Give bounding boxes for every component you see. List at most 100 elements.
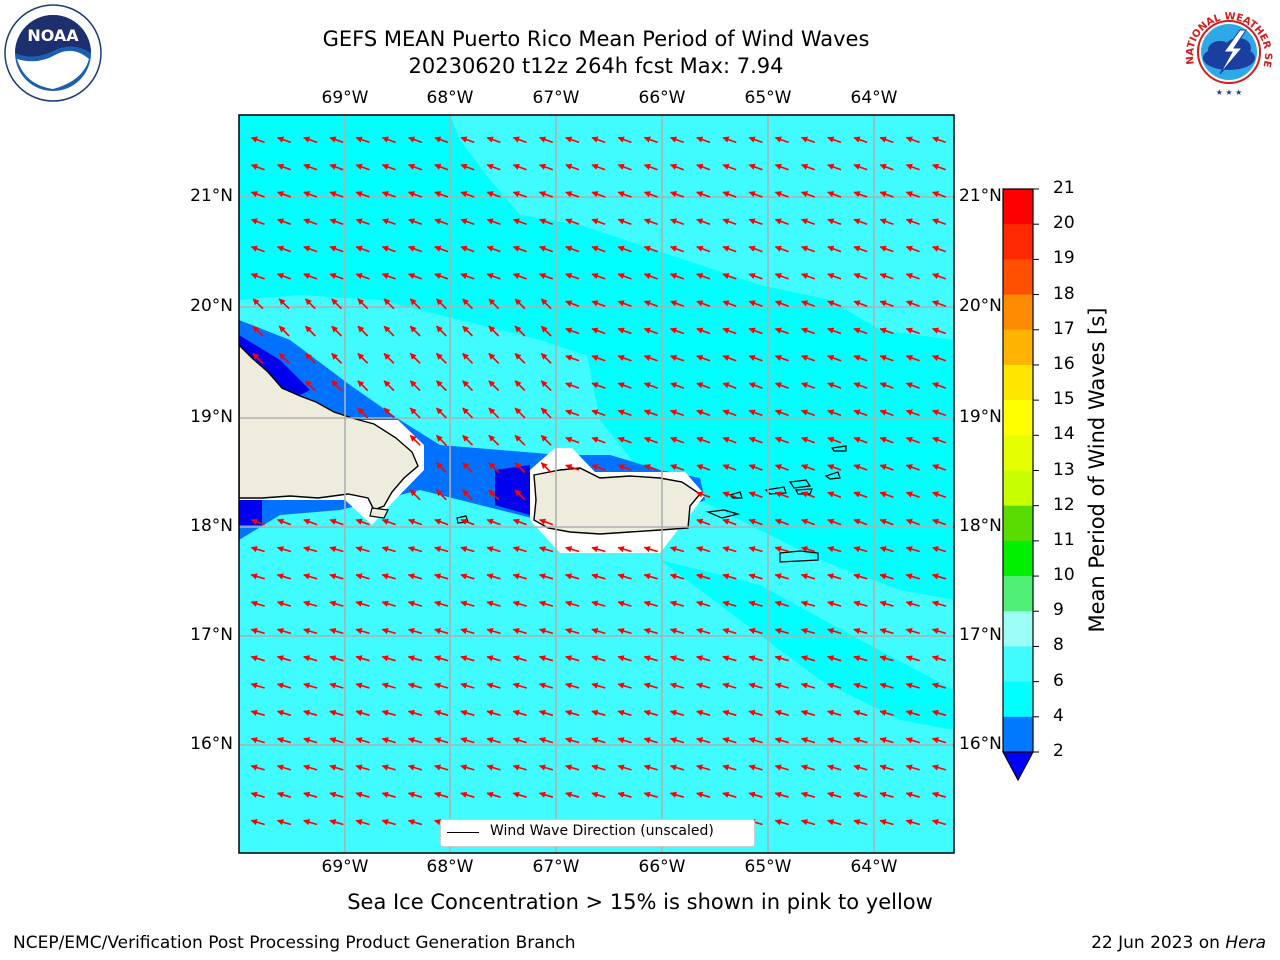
wind-arrow-380 <box>538 546 554 553</box>
wind-arrow-29 <box>303 163 318 171</box>
wind-arrow-529 <box>905 682 920 689</box>
wind-arrow-68 <box>617 191 632 198</box>
wind-arrow-57 <box>329 191 344 198</box>
wind-arrow-192 <box>331 325 343 337</box>
wind-arrow-482 <box>381 655 396 662</box>
wind-arrow-248 <box>435 380 447 392</box>
wind-arrow-442 <box>748 600 763 607</box>
lat-left-4: 17°N <box>190 625 233 645</box>
wind-arrow-645 <box>407 819 423 826</box>
wind-arrow-226 <box>514 352 526 364</box>
wind-arrow-65 <box>538 191 554 198</box>
wind-arrow-400 <box>355 573 370 580</box>
wind-arrow-484 <box>434 655 449 662</box>
wind-arrow-612 <box>250 791 265 798</box>
wind-arrow-620 <box>460 791 475 798</box>
wind-arrow-417 <box>800 573 816 580</box>
wind-arrow-266 <box>905 382 920 389</box>
wind-arrow-382 <box>591 546 606 553</box>
wind-arrow-346 <box>931 491 947 499</box>
wind-arrow-44 <box>696 163 711 171</box>
wind-arrow-347 <box>250 518 265 526</box>
wind-arrow-410 <box>617 573 632 580</box>
wind-arrow-622 <box>512 791 527 798</box>
map-legend: Wind Wave Direction (unscaled) <box>440 819 755 847</box>
wind-arrow-301 <box>669 436 685 444</box>
wind-arrow-457 <box>434 627 449 635</box>
wind-arrow-378 <box>486 546 501 553</box>
wind-arrow-146 <box>538 273 554 280</box>
wind-arrow-613 <box>276 791 292 798</box>
wind-arrow-163 <box>278 298 290 310</box>
lon-bottom-5: 64°W <box>850 857 898 877</box>
wind-arrow-619 <box>434 791 449 798</box>
wind-arrow-480 <box>329 655 344 662</box>
wind-arrow-522 <box>722 682 737 689</box>
wind-arrow-459 <box>486 627 501 635</box>
wind-arrow-430 <box>434 600 449 607</box>
wind-arrow-372 <box>329 546 344 553</box>
wind-arrow-290 <box>931 409 947 417</box>
wind-arrow-348 <box>276 518 292 526</box>
lon-top-2: 67°W <box>532 88 580 108</box>
colorbar-tick-label-9: 9 <box>1053 600 1064 621</box>
wind-arrow-76 <box>827 191 842 198</box>
wind-arrow-608 <box>853 764 868 771</box>
colorbar-tick-label-6: 6 <box>1053 670 1064 691</box>
wind-arrow-588 <box>329 764 344 771</box>
wind-arrow-551 <box>774 709 789 717</box>
wind-arrow-621 <box>486 791 501 798</box>
wind-arrow-479 <box>303 655 318 662</box>
wind-arrow-517 <box>591 682 606 689</box>
wind-arrow-88 <box>434 218 449 226</box>
wind-arrow-566 <box>460 737 475 744</box>
lat-right-3: 18°N <box>959 516 1002 536</box>
wind-arrow-467 <box>696 627 711 635</box>
wind-arrow-628 <box>669 791 685 798</box>
wind-arrow-426 <box>329 600 344 607</box>
wind-arrow-440 <box>696 600 711 607</box>
wind-arrow-448 <box>905 600 920 607</box>
colorbar-bin-13-14 <box>1003 435 1033 472</box>
wind-arrow-325 <box>774 464 789 471</box>
wind-arrow-281 <box>696 409 711 417</box>
wind-arrow-428 <box>381 600 396 607</box>
wind-arrow-352 <box>381 518 396 526</box>
wind-arrow-558 <box>250 737 265 744</box>
wind-arrow-134 <box>931 245 947 253</box>
wind-arrow-195 <box>409 325 421 337</box>
wind-arrow-294 <box>488 434 500 446</box>
colorbar-tick-label-16: 16 <box>1053 353 1075 374</box>
wind-arrow-179 <box>696 300 711 307</box>
wind-arrow-373 <box>355 546 370 553</box>
wind-arrow-577 <box>748 737 763 744</box>
wind-arrow-130 <box>827 245 842 253</box>
wind-arrow-439 <box>669 600 685 607</box>
wind-arrow-298 <box>591 436 606 444</box>
wind-arrow-376 <box>434 546 449 553</box>
wind-arrow-142 <box>434 273 449 280</box>
wind-arrow-500 <box>853 655 868 662</box>
wind-arrow-629 <box>696 791 711 798</box>
wind-arrow-460 <box>512 627 527 635</box>
wind-arrow-381 <box>565 546 580 553</box>
wind-arrow-365 <box>853 518 868 526</box>
wind-arrow-367 <box>905 518 920 526</box>
wind-arrow-390 <box>800 546 816 553</box>
wind-arrow-230 <box>617 354 632 362</box>
wind-arrow-238 <box>827 354 842 362</box>
colorbar-bin-16-17 <box>1003 329 1033 366</box>
wind-arrow-71 <box>696 191 711 198</box>
wind-arrow-418 <box>827 573 842 580</box>
wind-arrow-293 <box>462 434 474 446</box>
wind-arrow-157 <box>827 273 842 280</box>
wind-arrow-117 <box>486 245 501 253</box>
wind-arrow-592 <box>434 764 449 771</box>
wind-arrow-191 <box>304 325 316 337</box>
wind-arrow-541 <box>512 709 527 717</box>
wind-arrow-498 <box>800 655 816 662</box>
wind-arrow-598 <box>591 764 606 771</box>
wind-arrow-489 <box>565 655 580 662</box>
colorbar-tick-label-14: 14 <box>1053 424 1075 445</box>
wind-arrow-321 <box>669 464 685 471</box>
